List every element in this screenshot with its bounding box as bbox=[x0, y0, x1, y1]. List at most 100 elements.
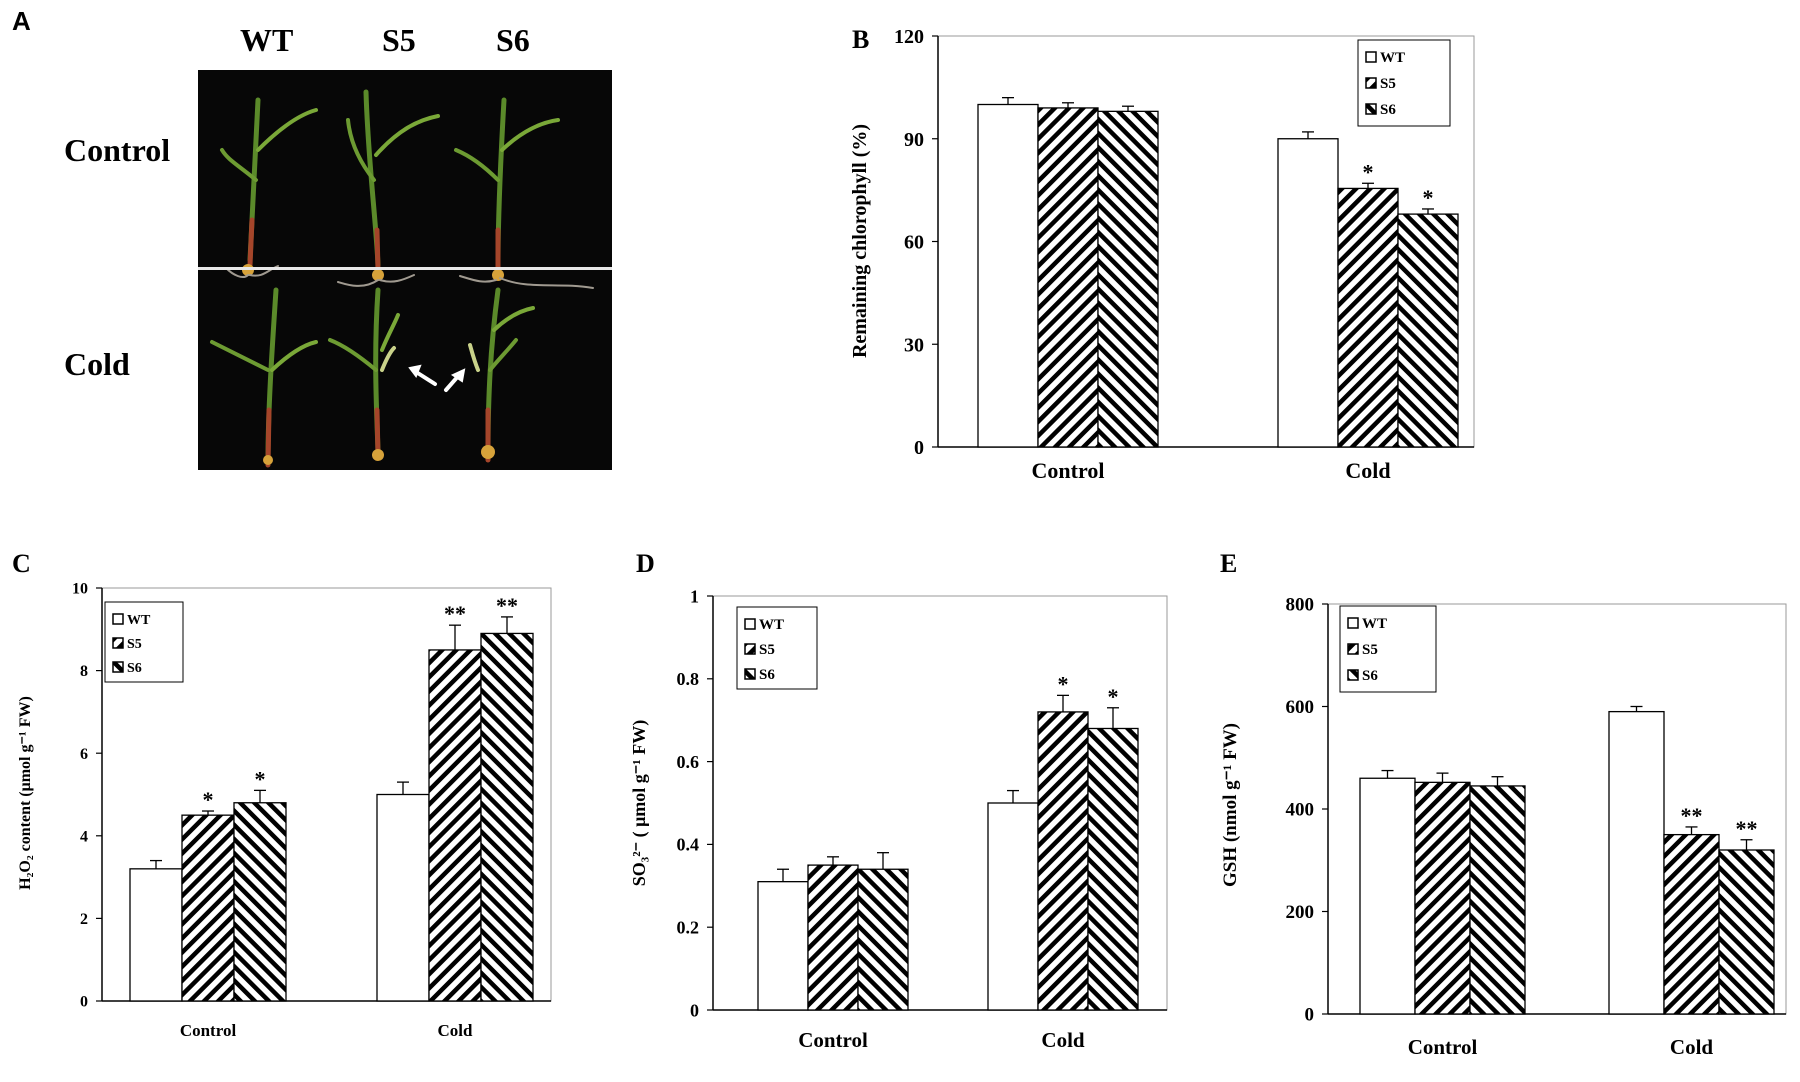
seedling-photo bbox=[198, 70, 612, 470]
y-tick-label: 800 bbox=[1286, 595, 1315, 616]
legend-swatch-wt bbox=[112, 613, 124, 625]
y-axis-label: H₂O₂ content (μmol g⁻¹ FW) bbox=[17, 696, 34, 890]
bar-s6-cold bbox=[1718, 849, 1775, 1015]
photo-row-divider bbox=[198, 267, 612, 270]
category-label-cold: Cold bbox=[1041, 1028, 1085, 1052]
bar-s6-control bbox=[1469, 785, 1526, 1015]
legend-swatch-s5 bbox=[112, 637, 124, 649]
legend-swatch-wt bbox=[1365, 51, 1377, 63]
bar-wt-control bbox=[757, 881, 809, 1011]
panel-letter-a: A bbox=[12, 6, 31, 36]
significance-marker: ** bbox=[1736, 816, 1758, 841]
bar-s6-control bbox=[233, 802, 287, 1002]
bar-wt-control bbox=[977, 103, 1039, 448]
photo-row-label-cold: Cold bbox=[64, 346, 130, 382]
seedling-cold-s6 bbox=[444, 287, 535, 463]
legend-swatch-s5 bbox=[1365, 77, 1377, 89]
bar-wt-control bbox=[1359, 777, 1416, 1015]
significance-marker: ** bbox=[496, 593, 518, 618]
bar-wt-cold bbox=[1277, 138, 1339, 448]
y-tick-label: 0.8 bbox=[677, 669, 700, 689]
y-tick-label: 0 bbox=[1305, 1005, 1315, 1026]
legend-label-s6: S6 bbox=[127, 661, 142, 676]
y-tick-label: 6 bbox=[80, 746, 88, 763]
y-tick-label: 0.6 bbox=[677, 752, 700, 772]
seedling-cold-s5 bbox=[328, 287, 437, 461]
legend: WT S5 S6 bbox=[1339, 605, 1437, 693]
bar-s5-cold bbox=[428, 649, 482, 1002]
bar-s6-cold bbox=[480, 632, 534, 1002]
legend-swatch-s6 bbox=[1365, 103, 1377, 115]
category-label-control: Control bbox=[798, 1028, 868, 1052]
significance-marker: ** bbox=[444, 601, 466, 626]
legend-swatch-s5 bbox=[744, 643, 756, 655]
legend-swatch-s5 bbox=[1347, 643, 1359, 655]
bar-wt-cold bbox=[1608, 710, 1665, 1015]
bar-s6-cold bbox=[1397, 213, 1459, 448]
panel-letter-c: C bbox=[12, 549, 31, 578]
photo-column-label-wt: WT bbox=[240, 22, 294, 58]
seedling-photo-drawing bbox=[210, 89, 594, 468]
y-tick-label: 400 bbox=[1286, 800, 1315, 821]
y-tick-label: 120 bbox=[894, 26, 924, 48]
legend-label-wt: WT bbox=[127, 613, 151, 628]
y-tick-label: 2 bbox=[80, 911, 88, 928]
y-tick-label: 30 bbox=[904, 334, 924, 356]
legend: WT S5 S6 bbox=[1357, 39, 1451, 127]
legend-label-wt: WT bbox=[1362, 616, 1387, 632]
legend-label-s5: S5 bbox=[1362, 642, 1378, 658]
significance-marker: ** bbox=[1681, 803, 1703, 828]
bar-s5-control bbox=[1414, 781, 1471, 1015]
category-label-cold: Cold bbox=[1670, 1035, 1714, 1059]
y-tick-label: 600 bbox=[1286, 697, 1315, 718]
photo-row-label-control: Control bbox=[64, 132, 171, 168]
y-tick-label: 1 bbox=[690, 586, 699, 606]
legend-label-s6: S6 bbox=[1362, 668, 1378, 684]
y-tick-label: 0.4 bbox=[677, 835, 700, 855]
y-tick-label: 90 bbox=[904, 129, 924, 151]
legend-swatch-wt bbox=[744, 618, 756, 630]
y-tick-label: 200 bbox=[1286, 902, 1315, 923]
photo-column-label-s6: S6 bbox=[496, 22, 530, 58]
bar-s5-control bbox=[181, 814, 235, 1002]
legend-swatch-s6 bbox=[112, 661, 124, 673]
legend-label-s5: S5 bbox=[759, 642, 775, 658]
panel-letter-e: E bbox=[1220, 549, 1237, 578]
significance-marker: * bbox=[1363, 159, 1374, 184]
legend-swatch-s6 bbox=[744, 668, 756, 680]
bar-s6-cold bbox=[1087, 727, 1139, 1011]
y-tick-label: 0 bbox=[80, 994, 88, 1011]
seedling-control-s6 bbox=[454, 97, 594, 289]
significance-marker: * bbox=[1058, 671, 1069, 696]
bar-s6-control bbox=[857, 868, 909, 1011]
legend-label-wt: WT bbox=[759, 617, 784, 633]
legend-label-wt: WT bbox=[1380, 50, 1405, 66]
category-label-cold: Cold bbox=[1345, 458, 1390, 483]
y-tick-label: 0.2 bbox=[677, 918, 700, 938]
legend-label-s5: S5 bbox=[1380, 76, 1396, 92]
seedling-control-s5 bbox=[337, 89, 440, 287]
y-tick-label: 0 bbox=[690, 1000, 699, 1020]
significance-marker: * bbox=[1108, 684, 1119, 709]
photo-column-label-s5: S5 bbox=[382, 22, 416, 58]
category-label-control: Control bbox=[1032, 458, 1105, 483]
y-tick-label: 0 bbox=[914, 437, 924, 459]
seedling-cold-wt bbox=[210, 287, 318, 468]
legend-swatch-wt bbox=[1347, 617, 1359, 629]
legend-label-s6: S6 bbox=[759, 667, 775, 683]
significance-marker: * bbox=[203, 787, 214, 812]
category-label-control: Control bbox=[180, 1021, 237, 1040]
y-tick-label: 8 bbox=[80, 663, 88, 680]
bar-s5-cold bbox=[1663, 833, 1720, 1015]
y-axis-label: Remaining chlorophyll (%) bbox=[849, 124, 871, 358]
significance-marker: * bbox=[1423, 185, 1434, 210]
legend-swatch-s6 bbox=[1347, 669, 1359, 681]
significance-marker: * bbox=[255, 766, 266, 791]
y-axis-label: SO₃²⁻ ( μmol g⁻¹ FW) bbox=[629, 720, 650, 886]
y-axis-label: GSH (nmol g⁻¹ FW) bbox=[1220, 723, 1241, 887]
panel-letter-d: D bbox=[636, 549, 655, 578]
